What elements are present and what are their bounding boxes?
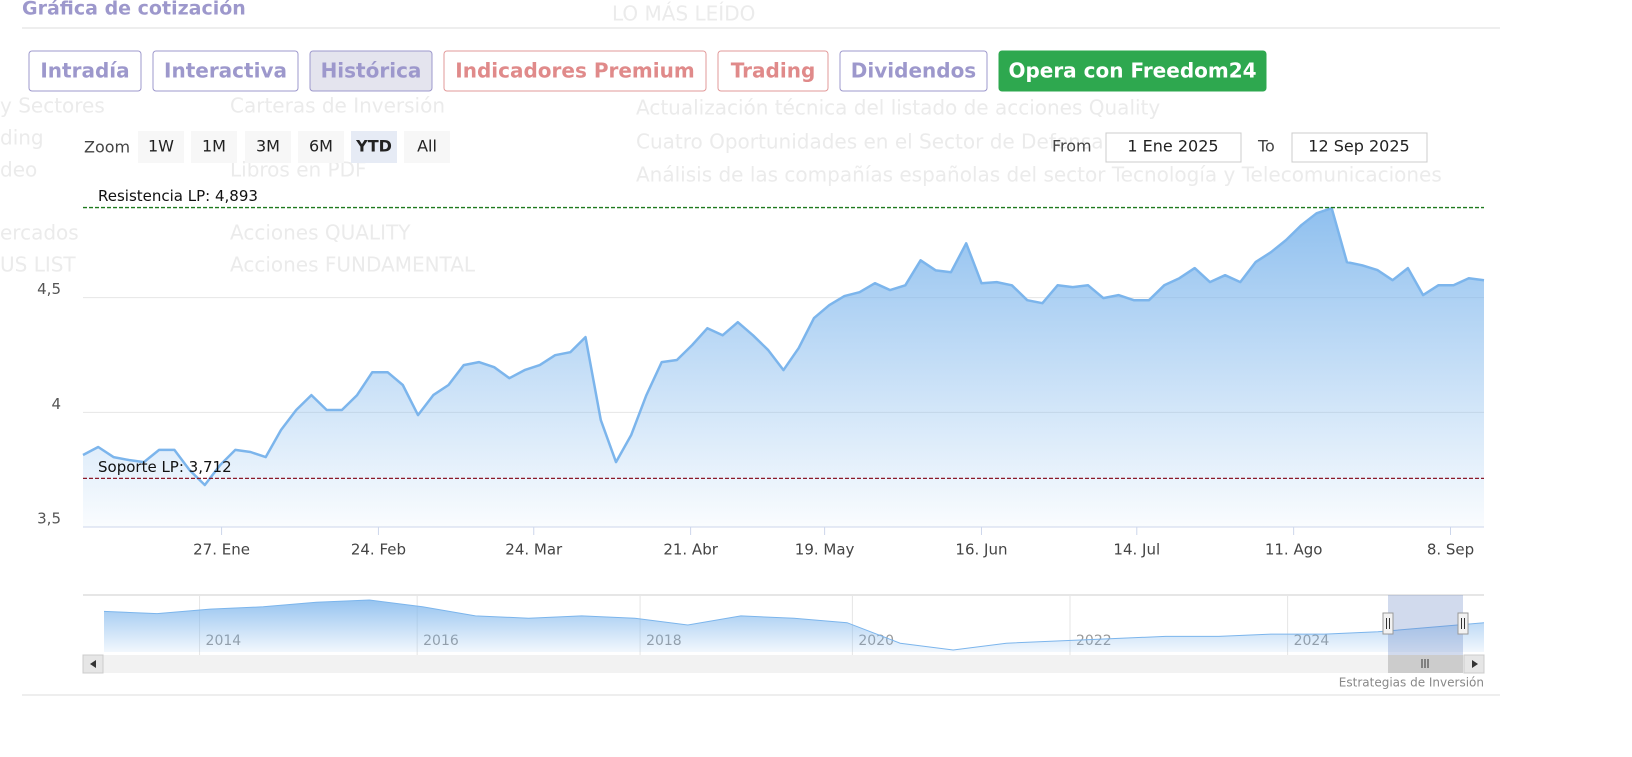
date-input-text[interactable]: 1 Ene 2025 xyxy=(1127,137,1218,156)
navigator-window[interactable] xyxy=(1388,595,1463,655)
x-tick-label: 21. Abr xyxy=(663,541,718,559)
date-input[interactable] xyxy=(1105,132,1242,163)
tab-label[interactable]: Histórica xyxy=(321,59,422,83)
background-layer: LO MÁS LEÍDO y Sectores ding deo ercados US L… xyxy=(0,2,1442,277)
background-text: Actualización técnica del listado de acc… xyxy=(636,96,1160,120)
background-text: Acciones FUNDAMENTAL xyxy=(230,253,476,277)
tab-label[interactable]: Opera con Freedom24 xyxy=(1008,59,1256,83)
plot-line-label: Soporte LP: 3,712 xyxy=(98,458,232,476)
background-text: Cuatro Oportunidades en el Sector de Def… xyxy=(636,130,1103,154)
x-tick-label: 24. Mar xyxy=(505,541,563,559)
x-tick-label: 11. Ago xyxy=(1265,541,1323,559)
price-line xyxy=(82,206,1485,487)
zoom-button[interactable] xyxy=(138,131,184,163)
zoom-button[interactable] xyxy=(351,131,397,163)
background-text: y Sectores xyxy=(0,94,105,118)
tab-button[interactable] xyxy=(152,50,299,92)
navigator-line xyxy=(103,599,1485,651)
tab-button[interactable] xyxy=(717,50,829,92)
x-tick-label: 14. Jul xyxy=(1113,541,1160,559)
tab-label[interactable]: Intradía xyxy=(40,59,129,83)
zoom-button[interactable] xyxy=(245,131,291,163)
tab-button[interactable] xyxy=(998,50,1267,92)
tab-label[interactable]: Trading xyxy=(731,59,816,83)
background-text: ercados xyxy=(0,221,79,245)
zoom-label: Zoom xyxy=(84,138,130,157)
tab-button[interactable] xyxy=(28,50,142,92)
tab-button[interactable] xyxy=(443,50,707,92)
background-text: ding xyxy=(0,126,44,150)
x-tick-label: 16. Jun xyxy=(955,541,1007,559)
x-tick-label: 24. Feb xyxy=(351,541,406,559)
from-label: From xyxy=(1052,137,1092,156)
zoom-button[interactable] xyxy=(191,131,237,163)
scrollbar-track xyxy=(83,655,1484,673)
page-title: Gráfica de cotización xyxy=(22,0,246,20)
background-text: deo xyxy=(0,158,37,182)
zoom-button-label[interactable]: 1M xyxy=(202,137,226,156)
date-input[interactable] xyxy=(1291,132,1428,163)
navigator-handle[interactable] xyxy=(1457,612,1469,635)
background-text: Análisis de las compañías españolas del … xyxy=(636,163,1442,187)
zoom-button-label[interactable]: YTD xyxy=(355,137,392,156)
navigator-area xyxy=(104,600,1484,652)
area-fill xyxy=(83,208,1484,527)
tab-button[interactable] xyxy=(309,50,433,92)
x-tick-label: 19. May xyxy=(795,541,855,559)
zoom-button[interactable] xyxy=(298,131,344,163)
zoom-button-label[interactable]: 3M xyxy=(256,137,280,156)
background-text: LO MÁS LEÍDO xyxy=(612,2,755,26)
y-tick-label: 4 xyxy=(51,395,61,413)
credits: Estrategias de Inversión xyxy=(1339,676,1484,690)
zoom-button[interactable] xyxy=(404,131,450,163)
x-tick-label: 27. Ene xyxy=(193,541,250,559)
y-tick-label: 3,5 xyxy=(37,510,61,528)
navigator-handle[interactable] xyxy=(1382,612,1394,635)
plot-line-label: Resistencia LP: 4,893 xyxy=(98,187,258,205)
background-text: Acciones QUALITY xyxy=(230,221,411,245)
x-tick-label: 8. Sep xyxy=(1427,541,1474,559)
tab-label[interactable]: Indicadores Premium xyxy=(455,59,694,83)
background-text: US LIST xyxy=(0,253,76,277)
date-input-text[interactable]: 12 Sep 2025 xyxy=(1308,137,1409,156)
zoom-button-label[interactable]: 6M xyxy=(309,137,333,156)
tab-button[interactable] xyxy=(839,50,988,92)
scrollbar-arrow xyxy=(1472,660,1478,668)
zoom-button-label[interactable]: All xyxy=(417,137,437,156)
y-tick-label: 4,5 xyxy=(37,280,61,298)
background-text: Carteras de Inversión xyxy=(230,94,445,118)
zoom-button-label[interactable]: 1W xyxy=(148,137,174,156)
scrollbar-arrow xyxy=(90,660,96,668)
tab-label[interactable]: Dividendos xyxy=(851,59,976,83)
tab-label[interactable]: Interactiva xyxy=(164,59,287,83)
to-label: To xyxy=(1257,137,1275,156)
